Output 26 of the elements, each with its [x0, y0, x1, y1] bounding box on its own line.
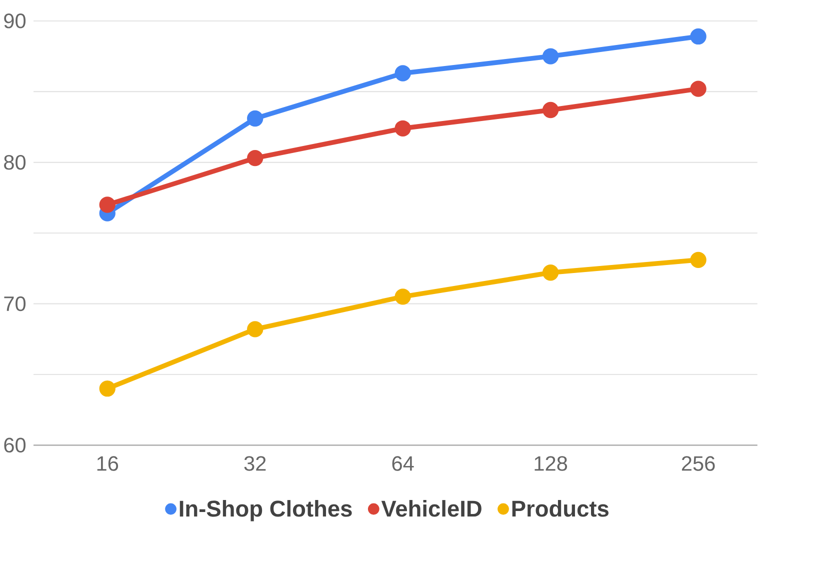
y-tick-label: 70 — [4, 296, 26, 312]
y-tick-label: 80 — [4, 154, 26, 170]
point — [99, 196, 116, 213]
x-tick-label: 32 — [244, 456, 266, 471]
x-tick-label: 16 — [97, 456, 118, 471]
point — [394, 120, 411, 137]
point — [99, 380, 116, 397]
point — [690, 80, 706, 97]
point — [542, 48, 559, 64]
x-tick-label: 256 — [682, 456, 715, 471]
x-tick-label: 128 — [534, 456, 568, 471]
point — [690, 252, 706, 268]
point — [247, 110, 264, 127]
point — [247, 321, 264, 338]
point — [690, 28, 706, 45]
y-tick-label: 90 — [4, 14, 26, 28]
point — [394, 65, 411, 82]
point — [542, 102, 559, 118]
legend-label: In-Shop Clothes — [180, 500, 352, 522]
point — [542, 264, 559, 281]
legend-label: VehicleID — [381, 500, 482, 517]
y-tick-label: 60 — [4, 438, 26, 453]
point — [247, 150, 264, 166]
legend-label: Products — [512, 500, 608, 517]
point — [394, 288, 411, 305]
x-tick-label: 64 — [392, 456, 414, 471]
